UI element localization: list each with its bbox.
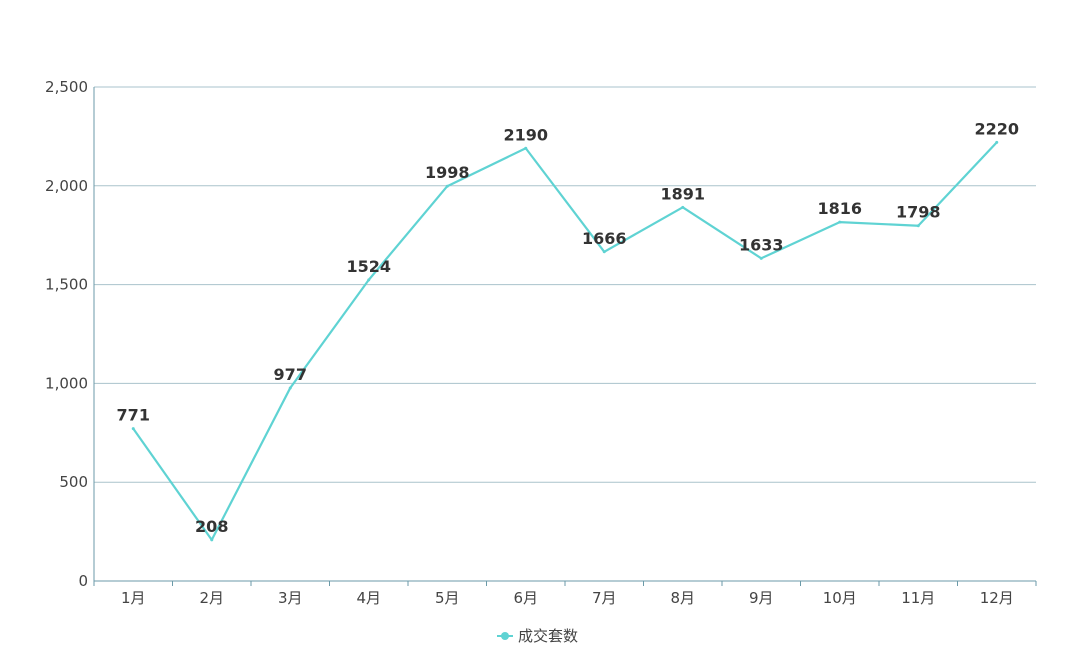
data-point[interactable] — [995, 140, 999, 144]
data-point[interactable] — [524, 146, 528, 150]
x-tick-label: 10月 — [823, 589, 857, 607]
y-tick-label: 2,500 — [45, 78, 88, 96]
y-tick-label: 500 — [59, 473, 88, 491]
x-tick-label: 8月 — [670, 589, 695, 607]
y-tick-label: 1,000 — [45, 374, 88, 392]
data-point[interactable] — [759, 256, 763, 260]
legend-marker-dot — [501, 632, 509, 640]
data-point[interactable] — [681, 205, 685, 209]
x-tick-label: 11月 — [901, 589, 935, 607]
x-tick-label: 2月 — [199, 589, 224, 607]
data-label: 977 — [274, 365, 307, 384]
data-point[interactable] — [210, 538, 214, 542]
data-point[interactable] — [367, 278, 371, 282]
x-tick-label: 9月 — [749, 589, 774, 607]
data-label: 771 — [117, 406, 150, 425]
data-label: 1998 — [425, 163, 470, 182]
grid-lines — [94, 86, 1036, 483]
x-tick-label: 1月 — [121, 589, 146, 607]
x-tick-label: 7月 — [592, 589, 617, 607]
data-label: 208 — [195, 517, 228, 536]
legend[interactable]: 成交套数 — [497, 627, 578, 645]
data-label: 2220 — [974, 119, 1019, 138]
data-label: 1633 — [739, 235, 784, 254]
data-label: 1891 — [660, 184, 705, 203]
x-tick-label: 4月 — [356, 589, 381, 607]
data-point[interactable] — [131, 427, 135, 431]
data-label: 1798 — [896, 203, 941, 222]
data-label: 2190 — [503, 125, 548, 144]
data-labels: 771 208 977 1524 1998 2190 1666 1891 1633 1816 179… — [117, 119, 1019, 536]
data-point[interactable] — [838, 220, 842, 224]
y-tick-label: 1,500 — [45, 276, 88, 294]
data-label: 1816 — [817, 199, 862, 218]
x-tick-label: 5月 — [435, 589, 460, 607]
legend-label: 成交套数 — [518, 627, 578, 645]
x-axis: 1月 2月 3月 4月 5月 6月 7月 8月 9月 10月 11月 12月 — [93, 580, 1037, 607]
series-group — [131, 140, 999, 542]
data-point[interactable] — [916, 224, 920, 228]
data-point[interactable] — [602, 250, 606, 254]
y-tick-label: 0 — [78, 572, 88, 590]
data-label: 1666 — [582, 229, 627, 248]
series-line — [132, 141, 998, 542]
x-tick-label: 3月 — [278, 589, 303, 607]
y-tick-label: 2,000 — [45, 177, 88, 195]
data-label: 1524 — [346, 257, 391, 276]
data-point[interactable] — [445, 184, 449, 188]
x-tick-label: 12月 — [980, 589, 1014, 607]
y-axis: 0 500 1,000 1,500 2,000 2,500 — [45, 78, 95, 590]
data-point[interactable] — [288, 386, 292, 390]
x-tick-label: 6月 — [513, 589, 538, 607]
